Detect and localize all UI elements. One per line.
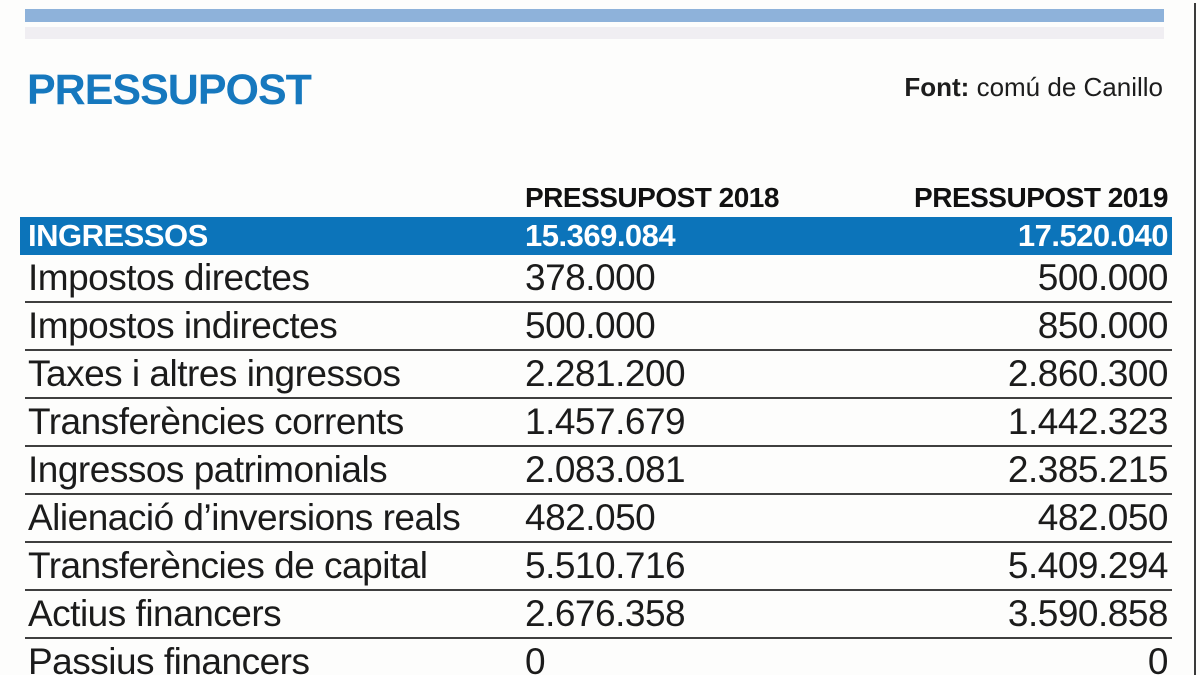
row-value-2018: 1.457.679 xyxy=(525,401,686,442)
table-row: Passius financers 0 0 xyxy=(25,639,1172,675)
table-row: Impostos directes 378.000 500.000 xyxy=(25,255,1172,303)
table-row: Transferències corrents 1.457.679 1.442.… xyxy=(25,399,1172,447)
row-value-2018: 378.000 xyxy=(525,257,656,298)
page-edge-rule xyxy=(1194,3,1196,675)
row-value-2019: 850.000 xyxy=(1037,305,1169,346)
total-row-ingressos: INGRESSOS 15.369.084 17.520.040 xyxy=(20,217,1172,255)
table-row: Actius financers 2.676.358 3.590.858 xyxy=(25,591,1172,639)
row-label: Impostos indirectes xyxy=(28,305,338,346)
top-accent-bar xyxy=(25,9,1164,22)
row-value-2019: 0 xyxy=(1147,641,1169,675)
source-value: comú de Canillo xyxy=(969,72,1163,102)
total-row-value-2018: 15.369.084 xyxy=(525,218,676,253)
column-headers: PRESSUPOST 2018 PRESSUPOST 2019 xyxy=(25,180,1172,214)
table-row: Transferències de capital 5.510.716 5.40… xyxy=(25,543,1172,591)
row-value-2018: 482.050 xyxy=(525,497,656,538)
table-row: Alienació d’inversions reals 482.050 482… xyxy=(25,495,1172,543)
row-label: Actius financers xyxy=(28,593,282,634)
table-rows: Impostos directes 378.000 500.000 Impost… xyxy=(25,255,1172,675)
row-value-2019: 1.442.323 xyxy=(1007,401,1169,442)
top-subtle-bar xyxy=(25,27,1164,39)
row-value-2018: 5.510.716 xyxy=(525,545,686,586)
table-row: Taxes i altres ingressos 2.281.200 2.860… xyxy=(25,351,1172,399)
column-header-2018: PRESSUPOST 2018 xyxy=(525,182,779,213)
row-label: Ingressos patrimonials xyxy=(28,449,388,490)
row-value-2019: 500.000 xyxy=(1037,257,1169,298)
row-value-2019: 2.860.300 xyxy=(1007,353,1169,394)
source-label: Font: xyxy=(904,72,970,102)
total-row-value-2019: 17.520.040 xyxy=(1017,218,1169,253)
row-label: Transferències corrents xyxy=(28,401,404,442)
row-label: Taxes i altres ingressos xyxy=(28,353,401,394)
row-value-2018: 2.676.358 xyxy=(525,593,686,634)
row-label: Alienació d’inversions reals xyxy=(28,497,461,538)
column-header-2019: PRESSUPOST 2019 xyxy=(914,182,1168,213)
row-value-2018: 2.083.081 xyxy=(525,449,686,490)
row-label: Impostos directes xyxy=(28,257,310,298)
row-value-2019: 5.409.294 xyxy=(1007,545,1169,586)
row-value-2018: 2.281.200 xyxy=(525,353,686,394)
row-value-2018: 500.000 xyxy=(525,305,656,346)
row-value-2019: 3.590.858 xyxy=(1007,593,1169,634)
page-title: PRESSUPOST xyxy=(27,66,312,114)
table-row: Ingressos patrimonials 2.083.081 2.385.2… xyxy=(25,447,1172,495)
row-value-2018: 0 xyxy=(525,641,546,675)
row-label: Transferències de capital xyxy=(28,545,428,586)
row-label: Passius financers xyxy=(28,641,310,675)
row-value-2019: 2.385.215 xyxy=(1007,449,1169,490)
total-row-label: INGRESSOS xyxy=(28,218,208,253)
source-credit: Font: comú de Canillo xyxy=(904,72,1163,103)
table-row: Impostos indirectes 500.000 850.000 xyxy=(25,303,1172,351)
row-value-2019: 482.050 xyxy=(1037,497,1169,538)
